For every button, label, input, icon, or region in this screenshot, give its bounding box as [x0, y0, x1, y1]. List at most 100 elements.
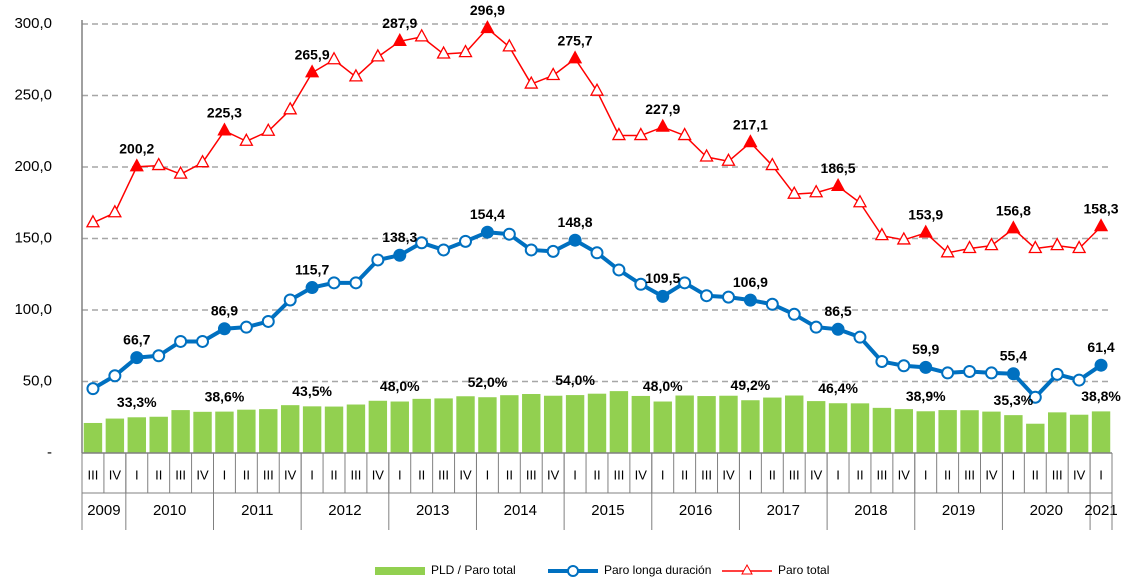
marker [721, 290, 735, 304]
marker [721, 152, 736, 166]
marker [589, 82, 605, 96]
marker [108, 369, 122, 383]
marker [633, 127, 648, 141]
bar [456, 396, 475, 453]
bar [237, 409, 256, 453]
x-tick-label: IV [1073, 467, 1086, 482]
bar [543, 395, 563, 453]
marker [567, 50, 583, 64]
year-label: 2019 [942, 502, 975, 519]
marker [371, 253, 385, 267]
bar [653, 401, 672, 453]
legend-label: Paro longa duración [604, 563, 711, 577]
x-tick-label: III [876, 467, 887, 482]
x-tick-label: I [310, 467, 314, 482]
marker [743, 293, 757, 307]
marker [962, 240, 977, 254]
x-tick-label: II [155, 467, 162, 482]
marker [195, 154, 210, 168]
marker [1006, 367, 1020, 381]
y-tick-label: 200,0 [14, 158, 52, 175]
marker [875, 354, 889, 368]
year-label: 2018 [854, 502, 887, 519]
marker [787, 307, 801, 321]
x-tick-label: IV [109, 467, 122, 482]
data-label: 66,7 [123, 331, 150, 347]
x-tick-label: I [573, 467, 577, 482]
marker [1093, 218, 1109, 232]
marker [699, 148, 714, 162]
x-tick-label: I [223, 467, 227, 482]
x-tick-label: III [701, 467, 712, 482]
bar [916, 411, 935, 453]
marker [130, 351, 144, 365]
x-tick-label: IV [372, 467, 385, 482]
data-label: 46,4% [818, 380, 858, 396]
data-label: 275,7 [558, 32, 593, 48]
marker [415, 236, 429, 250]
data-label: 225,3 [207, 105, 242, 121]
x-tick-label: II [593, 467, 600, 482]
data-label: 48,0% [380, 378, 420, 394]
marker [963, 364, 977, 378]
data-label: 43,5% [292, 383, 332, 399]
x-tick-label: III [88, 467, 99, 482]
year-label: 2020 [1030, 502, 1063, 519]
year-label: 2011 [241, 502, 273, 519]
marker [502, 227, 516, 241]
y-tick-label: 150,0 [14, 229, 52, 246]
bar [346, 404, 366, 453]
marker [86, 382, 100, 396]
x-tick-label: IV [985, 467, 998, 482]
year-label: 2012 [328, 502, 361, 519]
marker [129, 158, 144, 172]
marker [370, 48, 385, 62]
marker [787, 185, 802, 199]
marker [239, 132, 254, 146]
data-label: 296,9 [470, 2, 505, 18]
data-label: 158,3 [1084, 200, 1119, 216]
year-label: 2015 [591, 502, 624, 519]
x-tick-label: II [769, 467, 776, 482]
marker [896, 231, 911, 245]
x-tick-label: IV [196, 467, 209, 482]
marker [348, 68, 364, 82]
marker [305, 64, 320, 78]
marker [393, 248, 407, 262]
x-tick-label: III [351, 467, 362, 482]
marker [700, 289, 714, 303]
x-tick-label: I [1099, 467, 1103, 482]
marker [1050, 367, 1064, 381]
marker [85, 214, 101, 228]
marker [940, 244, 955, 258]
marker [590, 246, 604, 260]
bar [719, 395, 738, 453]
marker [261, 122, 276, 136]
marker [217, 322, 231, 336]
x-tick-label: II [681, 467, 688, 482]
x-tick-label: I [924, 467, 928, 482]
bar [149, 416, 168, 453]
marker [1094, 358, 1108, 372]
bar [1048, 412, 1067, 453]
data-label: 38,9% [906, 388, 946, 404]
marker [173, 165, 188, 179]
marker [524, 243, 538, 257]
data-label: 55,4 [1000, 347, 1027, 363]
bar [368, 400, 388, 453]
data-label: 265,9 [295, 46, 330, 62]
marker [655, 118, 670, 132]
marker [326, 51, 342, 65]
year-label: 2010 [153, 502, 186, 519]
marker [830, 177, 846, 191]
data-label: 86,5 [824, 303, 851, 319]
x-tick-label: III [263, 467, 274, 482]
marker [611, 127, 627, 141]
marker [283, 293, 297, 307]
data-label: 200,2 [119, 140, 154, 156]
bar [412, 398, 431, 453]
marker [239, 320, 253, 334]
bar [280, 405, 300, 453]
bar [83, 422, 103, 453]
